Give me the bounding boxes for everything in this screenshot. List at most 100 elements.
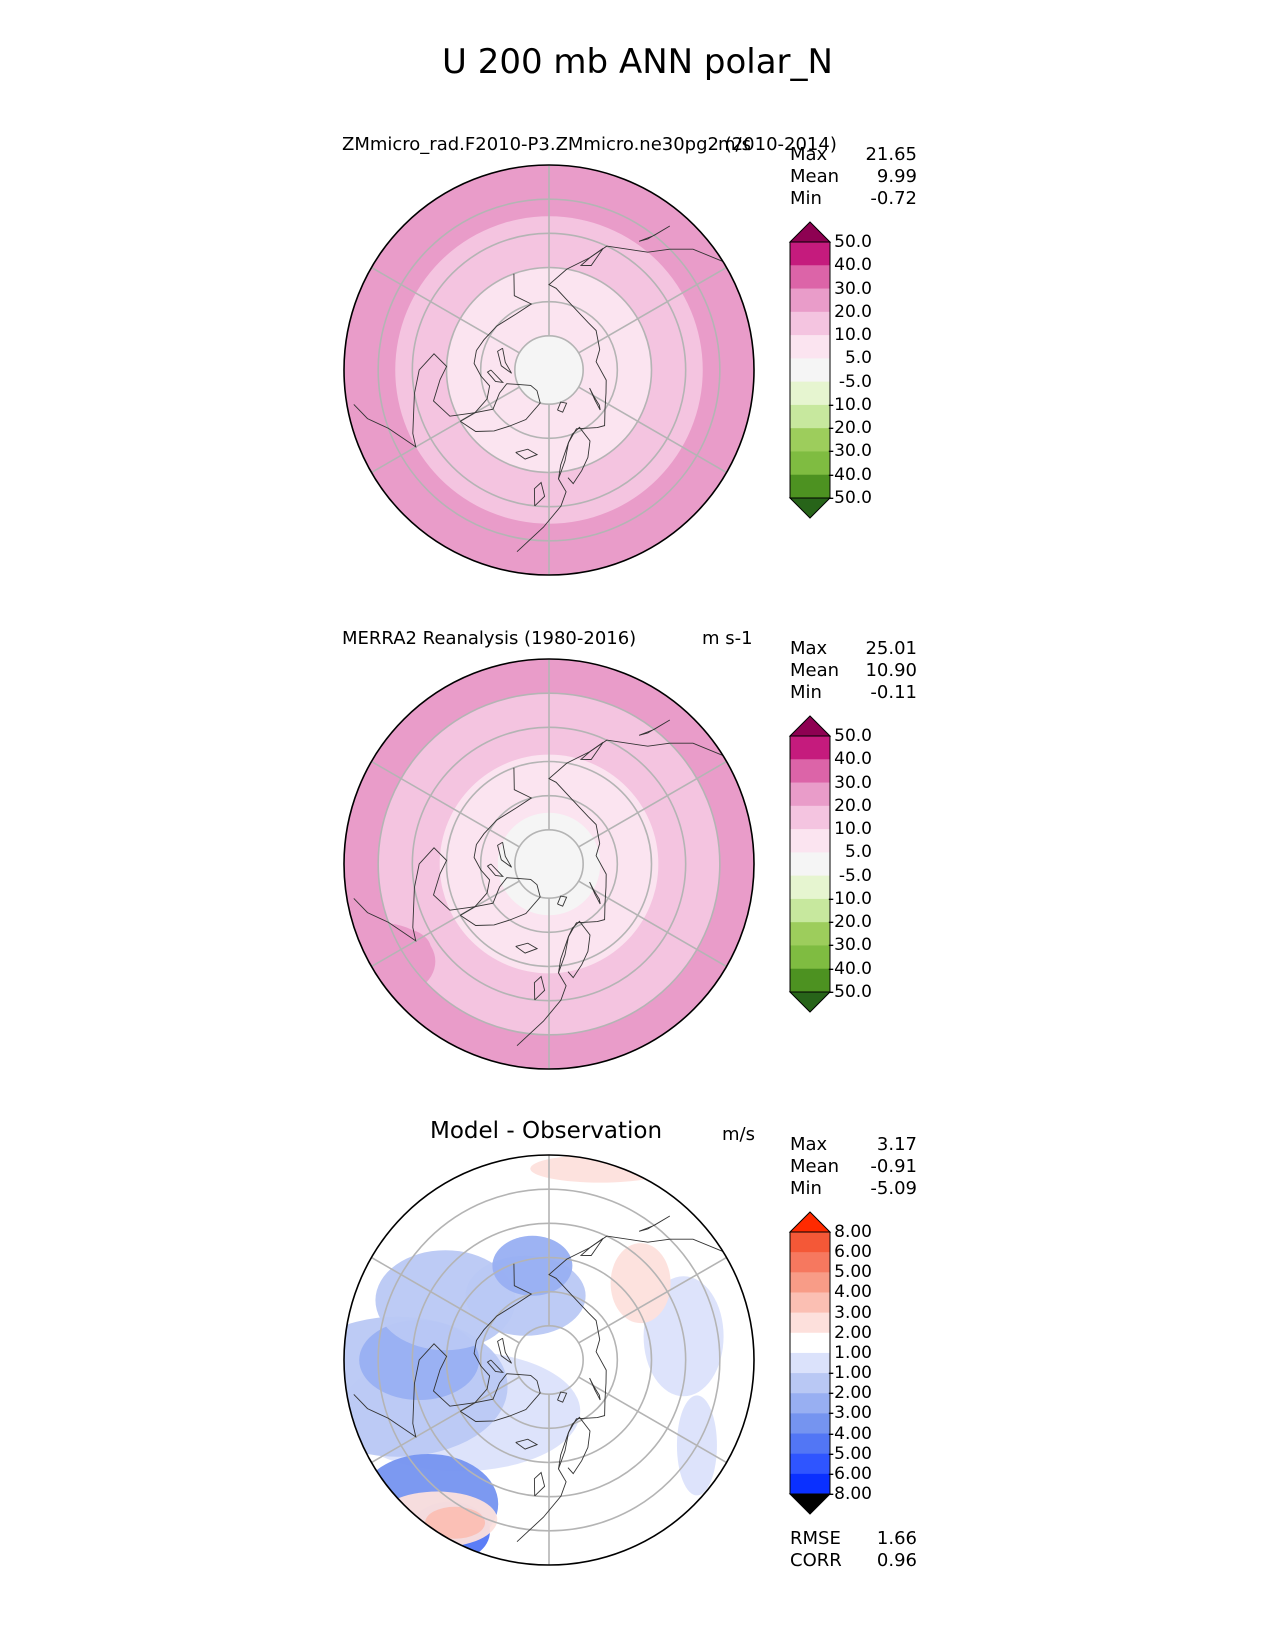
colorbar-tick-label: 50.0 [834,232,872,252]
colorbar-bin-1 [790,736,830,760]
field-red-3 [530,1155,671,1183]
colorbar-tick-label: -40.0 [828,464,872,485]
colorbar-bin-6 [790,358,830,383]
colorbar-tick-label: 50.0 [834,726,872,746]
colorbar-bin-12 [790,1453,830,1475]
panel1-stat-min-label: Min [790,188,822,209]
lon-line-240 [365,757,520,848]
colorbar-tick-label: 10.0 [834,325,872,346]
lon-line-120 [578,263,733,354]
colorbar-bin-5 [790,1312,830,1334]
colorbar-tick-label: 30.0 [834,278,872,299]
colorbar-bin-11 [790,474,830,499]
colorbar-bin-13 [790,1473,830,1495]
colorbar-tick-label: -20.0 [828,912,872,933]
colorbar-frame [789,1231,831,1495]
colorbar-tick-label: -4.00 [828,1423,872,1444]
panel3-stat-min-label: Min [790,1178,822,1199]
coastline-5 [557,1391,568,1403]
panel2-stat-max-value: 25.01 [865,638,917,659]
colorbar-bin-9 [790,428,830,452]
colorbar-bin-1 [790,242,830,266]
colorbar-bin-6 [790,1332,830,1354]
colorbar-frame [789,241,831,499]
colorbar-tick-label: -5.0 [838,371,872,392]
coastline-11 [579,247,604,266]
colorbar-tick-label: 1.00 [834,1342,872,1363]
panel1-stat-mean-value: 9.99 [876,166,917,187]
map-field [344,1155,754,1565]
colorbar-bin-10 [790,1413,830,1435]
figure-title: U 200 mb ANN polar_N [442,42,833,82]
coastline-4 [515,1438,539,1450]
panel1-colorbar [788,221,832,519]
coastline-5 [557,401,568,413]
lon-line-300 [365,880,520,971]
colorbar-bin-10 [790,945,830,970]
colorbar-bin-3 [790,782,830,807]
lon-line-60 [578,386,733,477]
coastline-7 [497,347,512,374]
panel2-stat-min-value: -0.11 [870,682,917,703]
panel3-title-left: Model - Observation [430,1118,663,1144]
colorbar-tick-label: -2.00 [828,1383,872,1404]
coastline-8 [486,863,505,878]
panel3-corr-value: 0.96 [876,1550,917,1571]
colorbar-tick-label: -10.0 [828,888,872,909]
panel3-stat-mean-label: Mean [790,1156,840,1177]
colorbar-tick-label: -30.0 [828,935,872,956]
colorbar-tick-label: -3.00 [828,1403,872,1424]
colorbar-bin-2 [790,265,830,290]
panel1-title-left: ZMmicro_rad.F2010-P3.ZMmicro.ne30pg2 (20… [342,134,837,155]
colorbar-bin-9 [790,1393,830,1414]
colorbar-bin-1 [790,1232,830,1253]
colorbar-tick-label: 40.0 [834,255,872,276]
colorbar-tick-label: -8.00 [828,1484,872,1504]
lon-line-120 [578,757,733,848]
panel2-stat-mean-value: 10.90 [865,660,917,681]
colorbar-bin-11 [790,968,830,993]
colorbar-bin-7 [790,381,830,406]
colorbar-bin-8 [790,898,830,923]
field-band-3 [497,812,601,916]
coastline-8 [486,369,505,384]
colorbar-tick-label: -50.0 [828,488,872,508]
colorbar-bin-4 [790,311,830,336]
panel3-stat-max-value: 3.17 [876,1134,917,1155]
colorbar-tick-label: -5.00 [828,1443,872,1464]
panel2-polar-map [343,658,755,1070]
panel3-rmse-value: 1.66 [876,1528,917,1549]
field-blob-7 [492,1235,573,1296]
coastline-8 [486,1359,505,1374]
panel2-stat-max-label: Max [790,638,828,659]
coastline-3 [558,426,591,485]
colorbar-tick-label: 6.00 [834,1242,872,1263]
coastline-5 [557,895,568,907]
colorbar-bin-2 [790,1252,830,1273]
colorbar-bin-2 [790,759,830,784]
lat-circle-80 [514,1325,584,1395]
panel3-stat-max-label: Max [790,1134,828,1155]
lon-line-60 [578,1376,733,1467]
panel2-title-right: m s-1 [702,628,753,649]
colorbar-tick-label: 3.00 [834,1302,872,1323]
colorbar-tick-label: -50.0 [828,982,872,1002]
colorbar-bin-8 [790,1373,830,1394]
coastline-10 [638,719,671,736]
colorbar-bin-5 [790,829,830,853]
coastline-11 [579,741,604,760]
lon-line-240 [365,263,520,354]
panel3-rmse-label: RMSE [790,1528,841,1549]
colorbar-bin-9 [790,922,830,946]
panel3-colorbar [788,1211,832,1515]
colorbar-tick-label: -40.0 [828,958,872,979]
colorbar-tick-label: -30.0 [828,441,872,462]
colorbar-tick-label: 10.0 [834,819,872,840]
panel1-stat-min-value: -0.72 [870,188,917,209]
coastline-1 [459,383,541,432]
colorbar-tick-label: 40.0 [834,749,872,770]
colorbar-bin-5 [790,335,830,359]
coastline-7 [497,1337,512,1364]
colorbar-tick-label: 5.00 [834,1262,872,1283]
coastline-0 [353,767,533,942]
